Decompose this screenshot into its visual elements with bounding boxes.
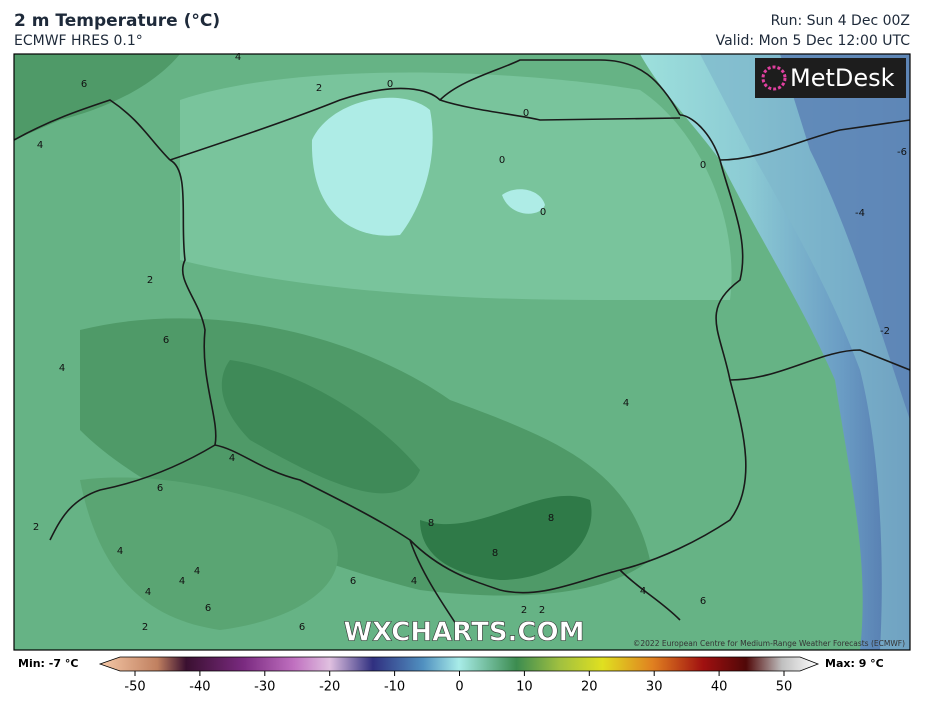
subtitle: ECMWF HRES 0.1° — [14, 33, 143, 49]
contour-label: 4 — [235, 52, 241, 63]
contour-label: 0 — [387, 79, 393, 90]
contour-label: 4 — [623, 398, 629, 409]
contour-label: 0 — [499, 155, 505, 166]
contour-label: 2 — [33, 522, 39, 533]
colorbar-tick-label: -50 — [124, 680, 145, 695]
contour-label: 6 — [81, 79, 87, 90]
borders — [14, 59, 910, 631]
colorbar-tick-label: 40 — [711, 680, 728, 695]
contour-label: 4 — [117, 546, 123, 557]
contour-label: 4 — [179, 576, 185, 587]
copyright: ©2022 European Centre for Medium-Range W… — [633, 639, 905, 648]
colorbar-tick-label: 20 — [581, 680, 598, 695]
contour-label: 4 — [37, 140, 43, 151]
contour-label: 8 — [428, 518, 434, 529]
contour-label: 4 — [194, 566, 200, 577]
contour-label: 6 — [163, 335, 169, 346]
contour-label: 4 — [640, 586, 646, 597]
contour-label: -2 — [880, 326, 890, 337]
colorbar-tick-label: 0 — [455, 680, 463, 695]
contour-label: 0 — [700, 160, 706, 171]
colorbar-tick-label: 30 — [646, 680, 663, 695]
contour-label: -4 — [855, 208, 865, 219]
colorbar-tick-label: -30 — [254, 680, 275, 695]
colorbar-tick-label: 10 — [516, 680, 533, 695]
contour-label: 6 — [157, 483, 163, 494]
title: 2 m Temperature (°C) — [14, 11, 220, 31]
logo-box — [755, 58, 906, 98]
map-frame — [13, 53, 911, 651]
colorbar-tick-label: -40 — [189, 680, 210, 695]
legend-min: Min: -7 °C — [18, 657, 78, 670]
legend-max: Max: 9 °C — [825, 657, 884, 670]
contour-label: -6 — [897, 147, 907, 158]
contour-label: 6 — [299, 622, 305, 633]
contour-label: 0 — [523, 108, 529, 119]
run-time: Run: Sun 4 Dec 00Z — [771, 13, 910, 29]
watermark: WXCHARTS.COM — [343, 618, 584, 648]
contour-label: 4 — [411, 576, 417, 587]
contour-label: 2 — [316, 83, 322, 94]
contour-label: 4 — [229, 453, 235, 464]
contour-label: 8 — [548, 513, 554, 524]
colorbar — [98, 656, 820, 672]
colorbar-tick-label: -20 — [319, 680, 340, 695]
colorbar-tick-label: -10 — [384, 680, 405, 695]
map — [14, 54, 910, 650]
logo-text: MetDesk — [790, 64, 895, 92]
logo-icon — [761, 65, 787, 91]
contour-label: 4 — [145, 587, 151, 598]
contour-label: 4 — [59, 363, 65, 374]
colorbar-tick-label: 50 — [776, 680, 793, 695]
valid-time: Valid: Mon 5 Dec 12:00 UTC — [716, 33, 911, 49]
contour-label: 2 — [147, 275, 153, 286]
contour-label: 2 — [142, 622, 148, 633]
contour-label: 2 — [539, 605, 545, 616]
contour-label: 6 — [350, 576, 356, 587]
contour-label: 6 — [700, 596, 706, 607]
contour-label: 8 — [492, 548, 498, 559]
contour-label: 2 — [521, 605, 527, 616]
contour-label: 0 — [540, 207, 546, 218]
contour-label: 6 — [205, 603, 211, 614]
